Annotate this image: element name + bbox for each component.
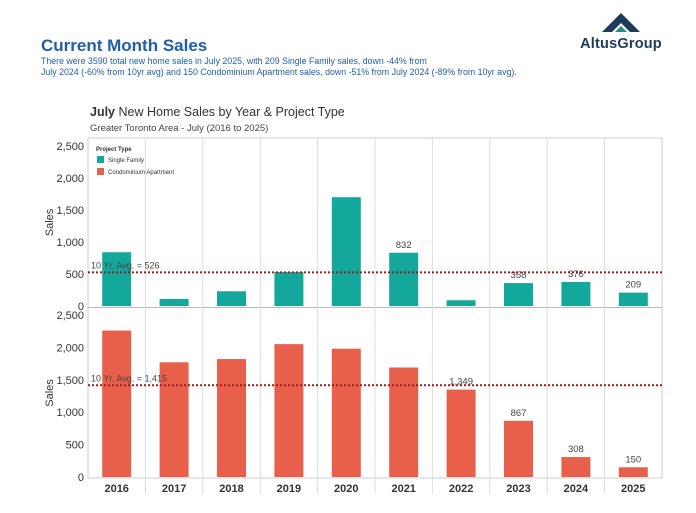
bar-condo-2016: [102, 330, 132, 477]
bar-single-family-2019: [274, 272, 304, 306]
data-label: 308: [568, 444, 584, 455]
avg-label: 10 Yr. Avg. = 1,415: [91, 373, 167, 383]
chart-title-rest: New Home Sales by Year & Project Type: [115, 105, 345, 119]
data-label: 832: [396, 240, 412, 251]
legend-title: Project Type: [96, 147, 132, 153]
x-tick-label: 2017: [162, 483, 186, 495]
legend-entry: Condominium Apartment: [108, 170, 174, 176]
chart-title: July New Home Sales by Year & Project Ty…: [90, 105, 345, 119]
bar-condo-2018: [217, 359, 246, 477]
legend-swatch: [97, 168, 104, 175]
bar-single-family-2016: [102, 252, 132, 306]
bar-single-family-2020: [331, 197, 361, 306]
legend-entry: Single Family: [108, 158, 144, 164]
summary-line-2: July 2024 (-60% from 10yr avg) and 150 C…: [41, 67, 517, 77]
chart-title-month: July: [90, 105, 115, 119]
bar-single-family-2017: [159, 298, 189, 306]
bar-condo-2021: [389, 367, 419, 477]
x-tick-label: 2020: [334, 483, 358, 495]
y-tick-label: 1,000: [56, 237, 84, 249]
x-tick-label: 2025: [621, 483, 645, 495]
y-tick-label: 2,000: [56, 173, 84, 185]
y-tick-label: 500: [66, 440, 84, 452]
bar-single-family-2022: [446, 300, 476, 306]
y-axis-label: Sales: [44, 379, 56, 407]
chart-subtitle: Greater Toronto Area - July (2016 to 202…: [90, 123, 268, 134]
data-label: 150: [625, 454, 641, 465]
page-title: Current Month Sales: [41, 36, 208, 55]
bar-single-family-2021: [389, 252, 419, 306]
data-label: 209: [625, 280, 641, 291]
y-tick-label: 0: [78, 472, 84, 484]
data-label: 867: [511, 408, 527, 419]
y-tick-label: 1,500: [56, 205, 84, 217]
y-tick-label: 2,500: [56, 141, 84, 153]
altus-logo: AltusGroup: [566, 12, 676, 56]
x-tick-label: 2024: [564, 483, 589, 495]
legend-swatch: [97, 156, 104, 163]
x-tick-label: 2018: [219, 483, 243, 495]
y-tick-label: 2,500: [56, 310, 84, 322]
y-tick-label: 0: [78, 301, 84, 313]
y-tick-label: 1,500: [56, 375, 84, 387]
summary-text: There were 3590 total new home sales in …: [41, 56, 601, 78]
bar-condo-2022: [446, 389, 476, 477]
altus-logo-mark-icon: [602, 13, 640, 32]
data-label: 358: [511, 270, 527, 281]
bar-condo-2024: [561, 457, 591, 477]
summary-line-1: There were 3590 total new home sales in …: [41, 56, 427, 66]
x-tick-label: 2021: [391, 483, 415, 495]
bar-condo-2023: [504, 420, 533, 477]
y-axis-label: Sales: [44, 208, 56, 236]
x-tick-label: 2022: [449, 483, 473, 495]
x-tick-label: 2019: [277, 483, 301, 495]
bar-single-family-2018: [217, 291, 246, 306]
y-tick-label: 2,000: [56, 342, 84, 354]
bar-single-family-2023: [504, 283, 533, 306]
bar-single-family-2024: [561, 281, 591, 306]
x-tick-label: 2023: [506, 483, 530, 495]
bar-single-family-2025: [618, 292, 648, 306]
bar-condo-2019: [274, 344, 304, 477]
y-tick-label: 1,000: [56, 407, 84, 419]
data-label: 1,349: [449, 377, 473, 388]
bar-condo-2020: [331, 348, 361, 477]
avg-label: 10 Yr. Avg. = 526: [91, 260, 159, 270]
plot-area: 0 500 1,000 1,500 2,000 2,500 Sales 832 358 376 20…: [44, 137, 663, 495]
altus-logo-text: AltusGroup: [580, 36, 662, 52]
bar-condo-2025: [618, 467, 648, 477]
bar-condo-2017: [159, 362, 189, 477]
data-label: 376: [568, 269, 584, 280]
x-tick-label: 2016: [104, 483, 128, 495]
y-tick-label: 500: [66, 269, 84, 281]
